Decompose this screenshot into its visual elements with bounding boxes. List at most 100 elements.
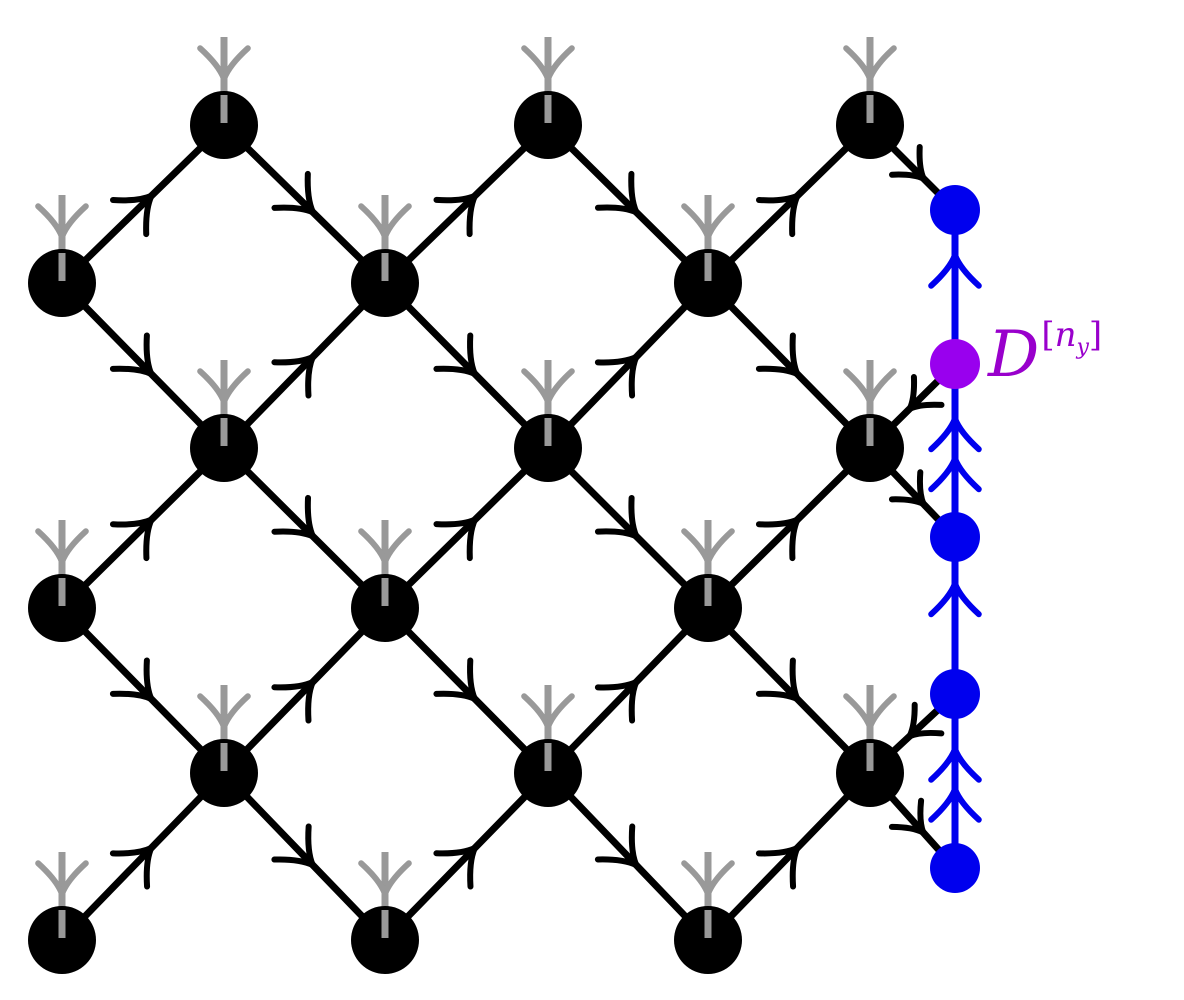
edge-arrow-icon <box>888 797 927 836</box>
lattice-edge <box>704 121 874 287</box>
physical-leg-arrow-icon <box>681 528 735 565</box>
lattice-edge <box>220 121 389 287</box>
edge-arrow-icon <box>594 353 640 399</box>
physical-leg-arrow-icon <box>35 528 89 565</box>
edge-arrow-icon <box>109 516 155 562</box>
lattice-edge <box>544 604 712 777</box>
tensor-node <box>674 574 742 642</box>
tensor-node <box>190 91 258 159</box>
lattice-edge <box>381 444 552 612</box>
boundary-mps-line <box>928 210 982 868</box>
edge-arrow-icon <box>433 332 478 377</box>
lattice-edge <box>58 279 228 452</box>
lattice-edge <box>220 769 389 944</box>
edge-arrow-icon <box>433 657 478 702</box>
physical-leg-arrow-icon <box>681 860 735 897</box>
tensor-node <box>836 739 904 807</box>
boundary-arrow-icon <box>928 786 982 823</box>
lattice-edges <box>58 121 959 944</box>
lattice-edge <box>704 279 874 452</box>
lattice-edge <box>544 769 712 944</box>
boundary-nodes <box>930 185 980 893</box>
tensor-node <box>514 414 582 482</box>
tensor-node <box>351 906 419 974</box>
lattice-edge <box>544 121 712 287</box>
boundary-arrow-icon <box>928 252 982 289</box>
lattice-edge <box>220 444 389 612</box>
tensor-node <box>836 91 904 159</box>
edge-arrow-icon <box>271 823 316 869</box>
physical-legs <box>35 37 897 940</box>
physical-leg-arrow-icon <box>681 203 735 240</box>
boundary-tensor-node <box>930 185 980 235</box>
physical-leg-arrow-icon <box>843 368 897 405</box>
physical-leg-arrow-icon <box>358 860 412 897</box>
lattice-edge <box>704 604 874 777</box>
tensor-node <box>674 249 742 317</box>
lattice-edge <box>544 444 712 612</box>
edge-arrow-icon <box>271 353 316 399</box>
physical-leg-arrow-icon <box>843 45 897 82</box>
lattice-edge <box>381 604 552 777</box>
edge-arrow-icon <box>594 494 640 540</box>
edge-arrow-icon <box>906 374 945 412</box>
tensor-node <box>351 249 419 317</box>
lattice-edge <box>58 769 228 944</box>
edge-arrow-icon <box>433 192 479 238</box>
lattice-edge <box>381 279 552 452</box>
tensor-node <box>351 574 419 642</box>
tensor-node <box>190 739 258 807</box>
physical-leg-arrow-icon <box>35 860 89 897</box>
tensor-node <box>28 249 96 317</box>
lattice-edge <box>58 121 228 287</box>
edge-arrow-icon <box>271 678 316 724</box>
lattice-edge <box>544 279 712 452</box>
boundary-tensor-highlighted <box>930 339 980 389</box>
boundary-tensor-node <box>930 669 980 719</box>
edge-arrow-icon <box>594 678 640 724</box>
boundary-tensor-node <box>930 843 980 893</box>
lattice-edge <box>704 769 874 944</box>
physical-leg-arrow-icon <box>358 203 412 240</box>
lattice-nodes <box>28 91 904 974</box>
physical-leg-arrow-icon <box>521 45 575 82</box>
physical-leg-arrow-icon <box>197 368 251 405</box>
edge-arrow-icon <box>594 823 640 869</box>
edge-arrow-icon <box>755 844 801 890</box>
edge-arrow-icon <box>594 170 640 216</box>
physical-leg-arrow-icon <box>358 528 412 565</box>
edge-arrow-icon <box>271 170 316 216</box>
edge-arrow-icon <box>755 332 801 377</box>
boundary-tensor-node <box>930 512 980 562</box>
tensor-node <box>190 414 258 482</box>
lattice-edge <box>220 604 389 777</box>
physical-leg-arrow-icon <box>197 693 251 730</box>
edge-arrow-icon <box>109 657 155 702</box>
physical-leg-arrow-icon <box>35 203 89 240</box>
tensor-node <box>836 414 904 482</box>
lattice-edge <box>381 121 552 287</box>
lattice-edge <box>220 279 389 452</box>
edge-arrow-icon <box>433 844 478 890</box>
lattice-edge <box>58 604 228 777</box>
boundary-arrow-icon <box>928 455 982 493</box>
tensor-node <box>28 906 96 974</box>
edge-arrow-icon <box>888 469 927 508</box>
edge-arrow-icon <box>109 332 155 377</box>
tensor-node <box>514 91 582 159</box>
physical-leg-arrow-icon <box>521 693 575 730</box>
edge-arrow-icon <box>889 144 927 182</box>
lattice-edge <box>381 769 552 944</box>
boundary-arrow-icon <box>928 415 982 453</box>
physical-leg-arrow-icon <box>843 693 897 730</box>
edge-arrow-icon <box>906 701 945 740</box>
tensor-node <box>514 739 582 807</box>
edge-arrow-icon <box>109 844 155 890</box>
edge-arrow-icon <box>109 192 155 238</box>
edge-arrow-icon <box>271 494 316 540</box>
physical-leg-arrow-icon <box>521 368 575 405</box>
edge-arrow-icon <box>755 657 801 702</box>
edge-arrow-icon <box>433 516 478 562</box>
boundary-arrow-icon <box>928 746 982 783</box>
